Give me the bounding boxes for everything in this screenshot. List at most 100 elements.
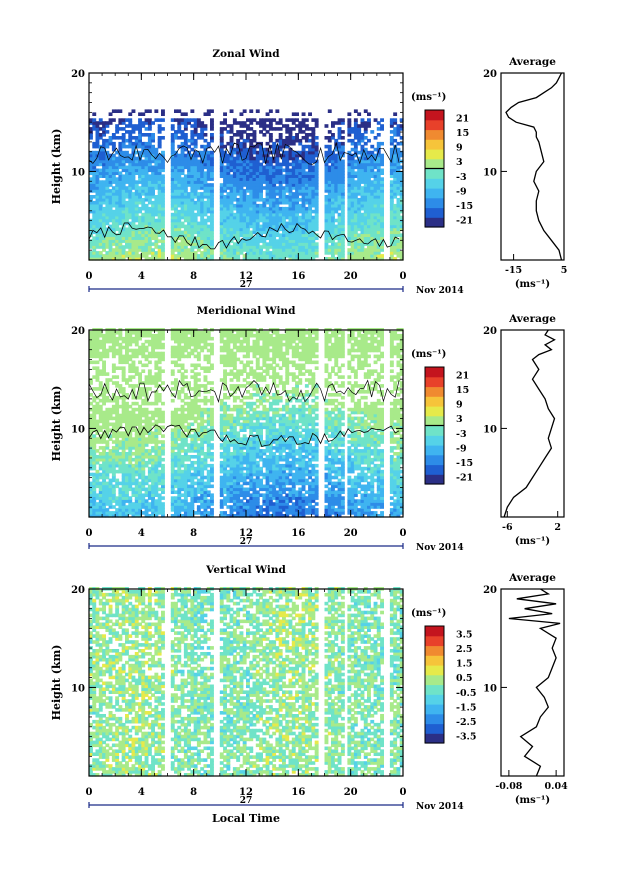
heatmap-cell — [180, 245, 185, 249]
heatmap-cell — [278, 138, 283, 143]
heatmap-cell — [121, 180, 126, 184]
heatmap-cell — [278, 221, 283, 226]
heatmap-cell — [134, 257, 139, 261]
heatmap-cell — [275, 224, 280, 229]
heatmap-cell — [268, 195, 273, 199]
heatmap-cell — [147, 221, 152, 226]
heatmap-cell — [92, 236, 97, 240]
heatmap-cell — [138, 165, 142, 170]
heatmap-cell — [89, 162, 93, 167]
heatmap-cell — [226, 130, 231, 134]
heatmap-cell — [141, 147, 146, 152]
heatmap-cell — [255, 257, 260, 261]
heatmap-cell — [92, 144, 97, 149]
heatmap-cell — [196, 221, 201, 226]
heatmap-cell — [304, 118, 309, 122]
heatmap-cell — [161, 245, 165, 249]
heatmap-cell — [285, 168, 290, 173]
heatmap-cell — [105, 189, 110, 193]
heatmap-cell — [131, 227, 136, 232]
heatmap-cell — [295, 212, 299, 217]
heatmap-cell — [193, 165, 198, 170]
heatmap-cell — [118, 144, 123, 149]
heatmap-cell — [203, 144, 208, 149]
heatmap-cell — [285, 159, 290, 164]
heatmap-cell — [347, 112, 352, 116]
heatmap-cell — [255, 233, 260, 237]
heatmap-cell — [275, 203, 280, 208]
heatmap-cell — [275, 248, 280, 252]
heatmap-cell — [291, 245, 296, 249]
heatmap-cell — [128, 153, 133, 158]
heatmap-cell — [141, 112, 146, 116]
heatmap-cell — [121, 366, 126, 370]
heatmap-cell — [138, 121, 142, 125]
heatmap-cell — [131, 242, 136, 246]
heatmap-cell — [144, 156, 149, 161]
heatmap-cell — [210, 257, 214, 261]
heatmap-cell — [157, 248, 162, 252]
heatmap-cell — [324, 124, 329, 128]
heatmap-cell — [203, 124, 208, 128]
heatmap-cell — [196, 242, 201, 246]
heatmap-cell — [141, 180, 146, 184]
heatmap-cell — [98, 212, 103, 217]
heatmap-cell — [161, 218, 165, 223]
heatmap-cell — [177, 144, 182, 149]
heatmap-cell — [255, 251, 260, 255]
heatmap-cell — [95, 183, 100, 187]
heatmap-cell — [98, 121, 103, 125]
heatmap-cell — [177, 245, 182, 249]
heatmap-cell — [255, 218, 260, 223]
heatmap-cell — [275, 218, 280, 223]
heatmap-cell — [180, 141, 185, 146]
heatmap-cell — [259, 156, 263, 161]
heatmap-cell — [236, 168, 241, 173]
heatmap-cell — [295, 186, 299, 190]
heatmap-cell — [239, 183, 244, 187]
colorbar-segment — [425, 110, 444, 121]
heatmap-cell — [255, 221, 260, 226]
heatmap-cell — [95, 212, 100, 217]
heatmap-cell — [131, 192, 136, 196]
heatmap-cell — [98, 236, 103, 240]
heatmap-cell — [255, 198, 260, 202]
heatmap-cell — [147, 257, 152, 261]
heatmap-cell — [138, 168, 142, 173]
heatmap-cell — [98, 147, 103, 152]
heatmap-cell — [92, 203, 97, 208]
heatmap-cell — [170, 183, 175, 187]
heatmap-cell — [102, 133, 106, 137]
heatmap-cell — [249, 221, 254, 226]
heatmap-cell — [246, 215, 250, 220]
heatmap-cell — [128, 162, 133, 167]
heatmap-cell — [239, 189, 244, 193]
heatmap-cell — [242, 224, 247, 229]
heatmap-cell — [95, 206, 100, 211]
heatmap-cell — [111, 177, 116, 181]
heatmap-cell — [285, 236, 290, 240]
heatmap-cell — [118, 215, 123, 220]
heatmap-cell — [144, 174, 149, 178]
heatmap-cell — [236, 150, 241, 155]
heatmap-cell — [174, 248, 178, 252]
heatmap-cell — [265, 112, 270, 116]
heatmap-cell — [102, 121, 106, 125]
heatmap-cell — [288, 227, 293, 232]
heatmap-cell — [229, 136, 234, 140]
heatmap-cell — [282, 248, 286, 252]
heatmap-cell — [92, 245, 97, 249]
heatmap-cell — [278, 165, 283, 170]
heatmap-cell — [196, 227, 201, 232]
heatmap-cell — [272, 150, 277, 155]
heatmap-cell — [183, 198, 188, 202]
heatmap-cell — [239, 245, 244, 249]
heatmap-cell — [92, 150, 97, 155]
heatmap-cell — [187, 233, 191, 237]
heatmap-cell — [141, 168, 146, 173]
heatmap-cell — [89, 183, 93, 187]
heatmap-cell — [249, 186, 254, 190]
heatmap-cell — [288, 233, 293, 237]
heatmap-cell — [285, 215, 290, 220]
heatmap-cell — [170, 141, 175, 146]
